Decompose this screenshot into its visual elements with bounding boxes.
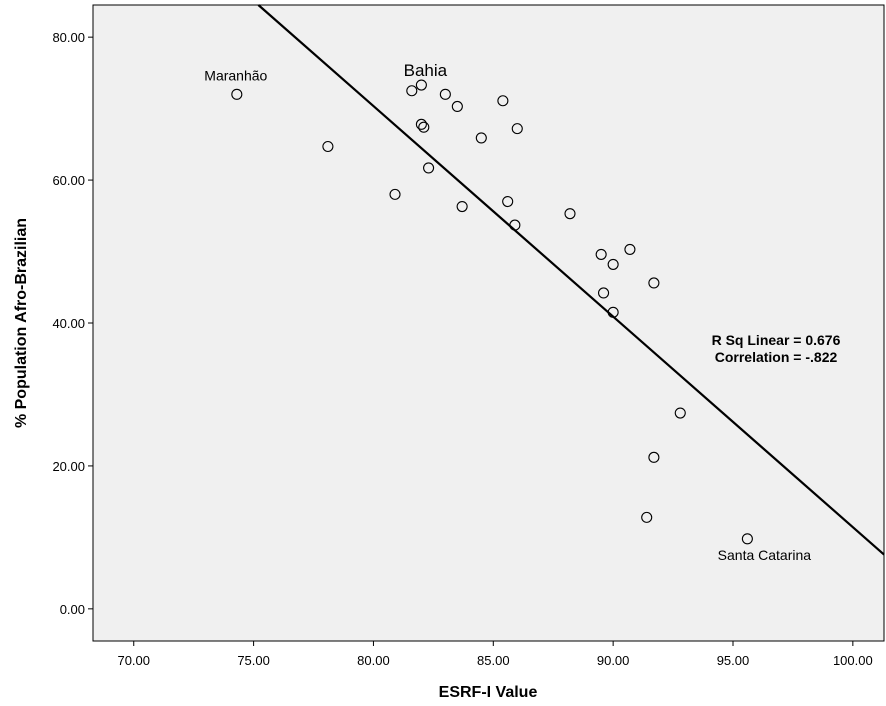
x-tick-label: 80.00 [357, 653, 390, 668]
plot-area [92, 4, 885, 642]
data-point [502, 195, 514, 208]
data-point [598, 287, 610, 299]
axis-ticks: 70.00 75.00 80.00 85.00 90.00 95.00 100.00 0.00… [52, 30, 872, 668]
data-point [439, 88, 451, 100]
point-labels: Maranhão Bahia Santa Catarina [204, 61, 811, 563]
data-point [641, 511, 653, 523]
data-point [322, 140, 334, 153]
y-tick-label: 80.00 [52, 30, 85, 45]
data-point [511, 123, 523, 135]
data-point [415, 118, 427, 130]
data-point [509, 219, 521, 231]
data-point [231, 88, 243, 100]
data-point [564, 208, 576, 220]
x-tick-label: 95.00 [717, 653, 750, 668]
x-tick-label: 70.00 [117, 653, 150, 668]
x-tick-label: 100.00 [833, 653, 873, 668]
fit-line-layer [257, 4, 885, 556]
y-tick-label: 0.00 [60, 602, 85, 617]
y-tick-label: 40.00 [52, 316, 85, 331]
point-label: Bahia [404, 61, 448, 80]
data-point [497, 95, 509, 107]
point-label: Santa Catarina [718, 547, 812, 563]
y-axis-title: % Population Afro-Brazilian [13, 218, 30, 428]
data-point [741, 533, 753, 545]
y-tick-label: 20.00 [52, 459, 85, 474]
data-point [406, 85, 418, 97]
point-label: Maranhão [204, 67, 267, 83]
fit-stat-r-squared: R Sq Linear = 0.676 [712, 332, 841, 348]
data-point [475, 132, 487, 144]
x-tick-label: 90.00 [597, 653, 630, 668]
data-point [456, 200, 468, 213]
x-tick-label: 85.00 [477, 653, 510, 668]
y-tick-label: 60.00 [52, 173, 85, 188]
data-point [624, 243, 636, 255]
x-axis-title: ESRF-I Value [439, 684, 538, 701]
fit-stat-correlation: Correlation = -.822 [715, 349, 838, 365]
data-point [648, 277, 660, 289]
data-point [607, 258, 619, 270]
regression-line [257, 4, 885, 556]
data-point [595, 248, 607, 260]
data-point [648, 451, 660, 463]
x-tick-label: 75.00 [237, 653, 270, 668]
data-point [451, 100, 463, 113]
data-point [607, 306, 619, 318]
data-point [418, 121, 430, 133]
data-point [423, 162, 435, 174]
data-point [674, 407, 686, 419]
data-point [389, 188, 401, 200]
data-points [231, 79, 753, 545]
data-point [415, 79, 427, 91]
